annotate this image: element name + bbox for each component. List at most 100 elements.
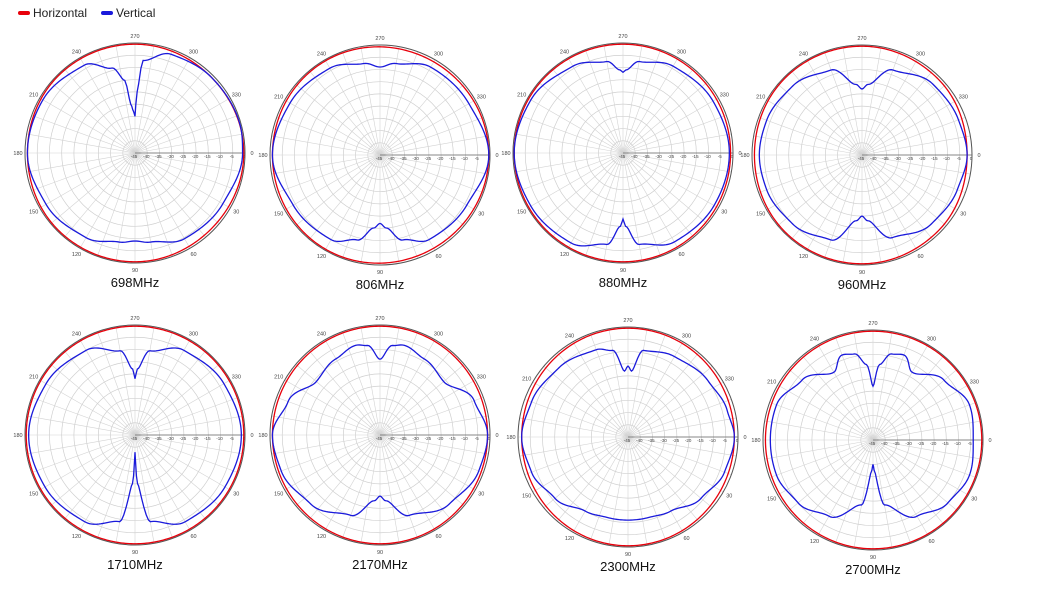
legend-label-horizontal: Horizontal: [33, 6, 88, 20]
series-horizontal: [25, 325, 245, 545]
angle-tick-label: 150: [274, 211, 283, 217]
radial-tick-label: 0: [488, 436, 491, 441]
radial-tick-label: -25: [668, 154, 675, 159]
grid-spoke: [26, 415, 136, 436]
grid-spoke: [379, 84, 465, 156]
grid-spoke: [853, 439, 874, 549]
angle-tick-label: 0: [495, 153, 498, 159]
radial-tick-label: -10: [954, 441, 961, 446]
grid-spoke: [519, 417, 629, 438]
legend-entry-vertical: Vertical: [101, 6, 155, 20]
grid-spoke: [861, 51, 900, 156]
grid-spoke: [769, 439, 874, 478]
grid-spoke: [134, 397, 239, 436]
radial-tick-label: -15: [692, 154, 699, 159]
grid-spoke: [842, 46, 863, 156]
grid-spoke: [324, 434, 381, 531]
grid-spoke: [271, 415, 381, 436]
grid-spoke: [853, 331, 874, 441]
angle-tick-label: 90: [132, 550, 138, 556]
grid-spoke: [134, 152, 191, 249]
grid-spoke: [134, 133, 244, 154]
grid-spoke: [835, 336, 874, 441]
grid-spoke: [39, 434, 136, 491]
radial-tick-label: -10: [216, 154, 223, 159]
radial-tick-label: -30: [412, 436, 419, 441]
grid-spoke: [861, 154, 958, 211]
radial-tick-label: -5: [957, 156, 961, 161]
grid-spoke: [115, 434, 136, 544]
angle-tick-label: 300: [927, 336, 936, 342]
radial-tick-label: -45: [131, 154, 138, 159]
radial-tick-label: -30: [655, 154, 662, 159]
grid-spoke: [134, 364, 220, 436]
angle-tick-label: 180: [258, 433, 267, 439]
grid-spoke: [295, 434, 381, 506]
grid-spoke: [79, 57, 136, 154]
grid-spoke: [134, 152, 206, 238]
angle-tick-label: 60: [435, 534, 441, 540]
grid-spoke: [622, 152, 727, 191]
grid-spoke: [115, 152, 136, 262]
angle-tick-label: 0: [988, 438, 991, 444]
angle-tick-label: 300: [916, 51, 925, 57]
radial-tick-label: -15: [942, 441, 949, 446]
grid-spoke: [134, 152, 173, 257]
grid-spoke: [861, 154, 882, 264]
angle-tick-label: 30: [233, 491, 239, 497]
angle-tick-label: 330: [232, 92, 241, 98]
angle-tick-label: 30: [721, 209, 727, 215]
grid-spoke: [379, 135, 489, 156]
grid-spoke: [538, 82, 624, 154]
grid-spoke: [31, 397, 136, 436]
grid-spoke: [379, 59, 436, 156]
grid-spoke: [519, 115, 624, 154]
grid-spoke: [379, 154, 476, 211]
grid-spoke: [872, 439, 893, 549]
angle-tick-label: 210: [522, 376, 531, 382]
radial-tick-label: -10: [461, 156, 468, 161]
grid-spoke: [627, 436, 699, 522]
grid-spoke: [39, 152, 136, 209]
angle-tick-label: 60: [190, 252, 196, 258]
angle-tick-label: 240: [72, 331, 81, 337]
grid-spoke: [872, 439, 911, 544]
grid-spoke: [134, 97, 231, 154]
radial-tick-label: 0: [970, 156, 973, 161]
grid-spoke: [134, 434, 244, 455]
radial-tick-label: -45: [376, 436, 383, 441]
grid-spoke: [622, 97, 719, 154]
grid-spoke: [324, 339, 381, 436]
angle-tick-label: 180: [258, 153, 267, 159]
series-horizontal: [753, 45, 968, 265]
grid-spoke: [567, 57, 624, 154]
angle-tick-label: 210: [517, 92, 526, 98]
grid-spoke: [379, 397, 484, 436]
angle-tick-label: 240: [565, 333, 574, 339]
grid-spoke: [50, 434, 136, 506]
grid-spoke: [31, 115, 136, 154]
grid-spoke: [342, 51, 381, 156]
grid-spoke: [872, 439, 977, 478]
angle-tick-label: 90: [859, 270, 865, 276]
grid-spoke: [134, 339, 191, 436]
angle-tick-label: 300: [189, 331, 198, 337]
angle-tick-label: 240: [72, 49, 81, 55]
angle-tick-label: 150: [756, 211, 765, 217]
radial-tick-label: -35: [643, 154, 650, 159]
grid-spoke: [309, 70, 381, 156]
radial-tick-label: -40: [881, 441, 888, 446]
grid-spoke: [608, 328, 629, 438]
grid-spoke: [360, 434, 381, 544]
grid-spoke: [872, 344, 929, 441]
grid-spoke: [758, 154, 863, 193]
grid-spoke: [50, 364, 136, 436]
angle-tick-label: 180: [501, 151, 510, 157]
chart-title: 806MHz: [356, 277, 404, 292]
grid-spoke: [861, 84, 947, 156]
grid-spoke: [824, 154, 863, 259]
radial-tick-label: -30: [894, 156, 901, 161]
grid-spoke: [360, 326, 381, 436]
grid-spoke: [379, 154, 484, 193]
